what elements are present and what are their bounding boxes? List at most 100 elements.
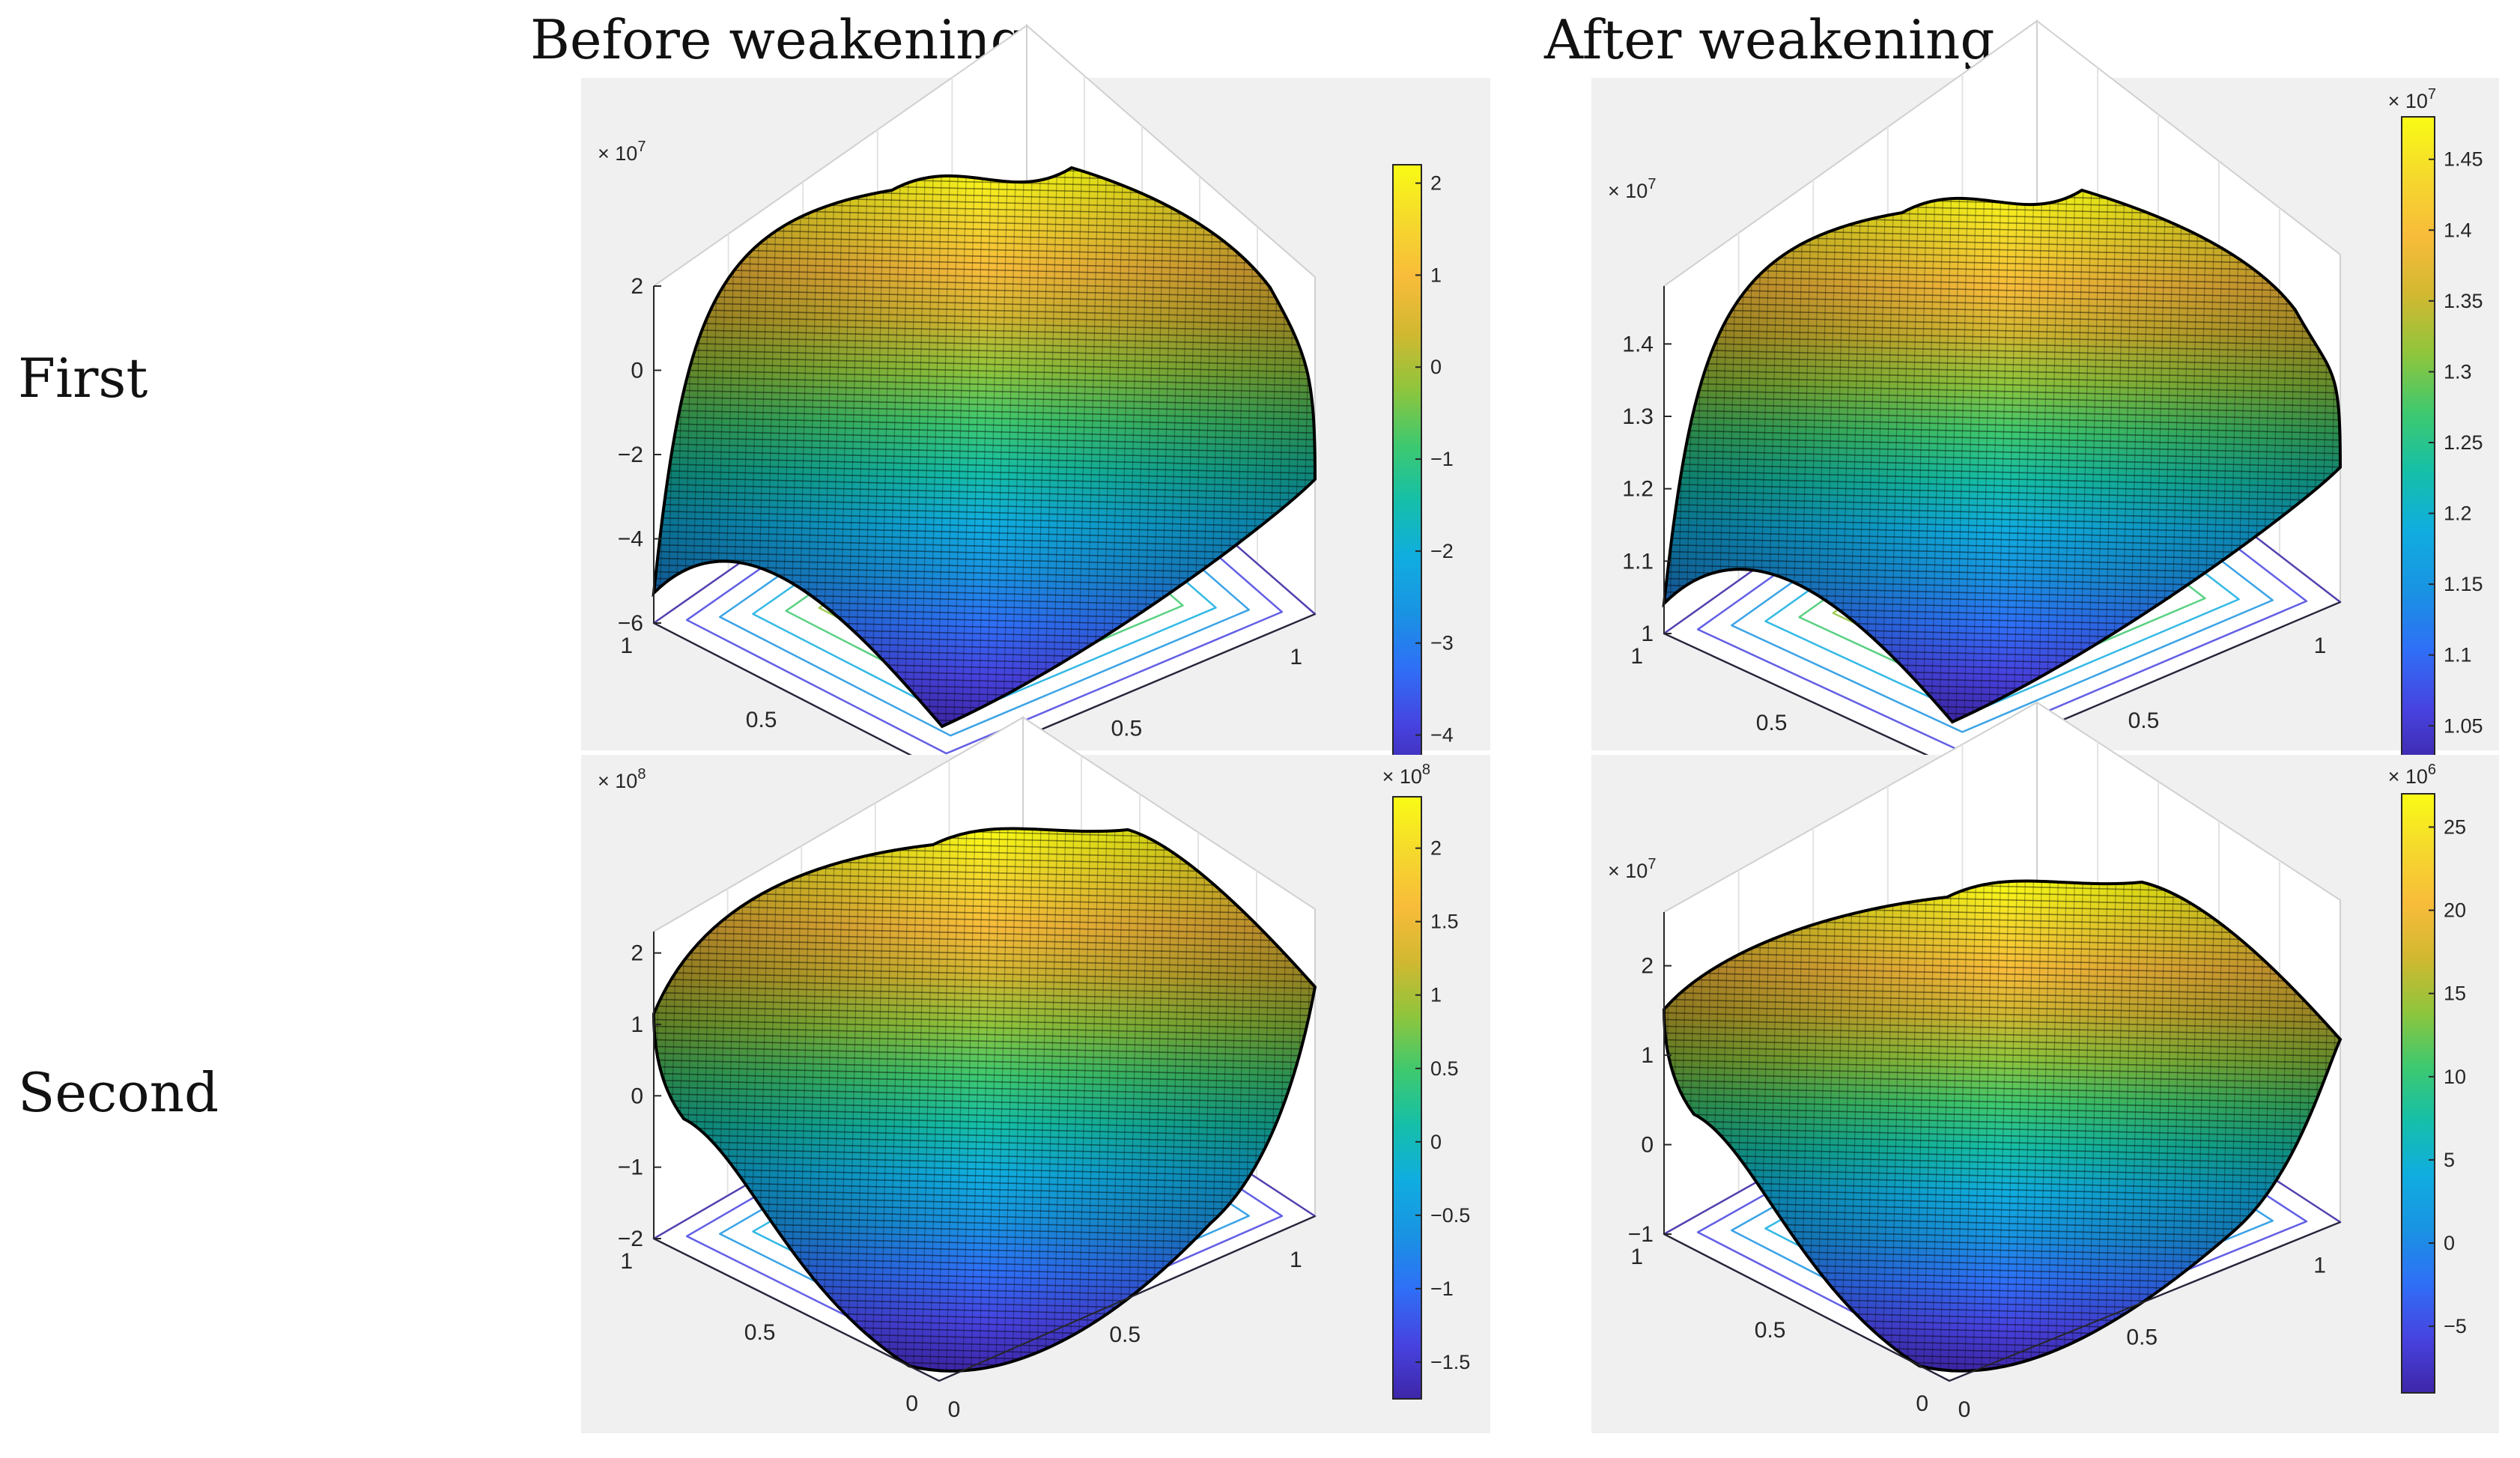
colorbar-tick-label: 1.25	[2444, 431, 2483, 454]
mesh-line	[1955, 190, 1971, 722]
mesh-line	[1971, 881, 1988, 1371]
mesh-line	[654, 1003, 1315, 1027]
mesh-line	[1664, 1044, 2340, 1068]
mesh-line	[1664, 529, 2340, 553]
mesh-line	[654, 936, 1315, 960]
mesh-line	[1897, 190, 1913, 722]
mesh-line	[1664, 441, 2340, 465]
colorbar	[2401, 793, 2435, 1394]
z-tick-label: −2	[618, 1227, 643, 1251]
y-tick-label: 1	[620, 634, 633, 658]
mesh-line	[1930, 190, 1946, 722]
colorbar-tick-label: −0.5	[1430, 1204, 1470, 1227]
mesh-line	[1035, 168, 1051, 726]
mesh-line	[1664, 502, 2340, 526]
mesh-line	[2004, 190, 2020, 722]
mesh-line	[1664, 421, 2340, 445]
colorbar-tick-label: 10	[2444, 1066, 2466, 1088]
colorbar-tick-label: 0	[1430, 1131, 1442, 1153]
mesh-line	[654, 1024, 1315, 1048]
mesh-line	[1060, 168, 1076, 726]
y-tick-label: 0	[1916, 1391, 1928, 1416]
colorbar-tick-label: 0	[1430, 356, 1442, 378]
z-tick-label: −1	[1628, 1222, 1654, 1247]
mesh-line	[969, 828, 986, 1371]
mesh-line	[654, 990, 1315, 1014]
mesh-line	[1664, 1064, 2340, 1088]
mesh-line	[920, 828, 936, 1371]
mesh-line	[928, 828, 944, 1371]
mesh-line	[887, 828, 903, 1371]
mesh-line	[1664, 347, 2340, 371]
mesh-line	[654, 923, 1315, 947]
mesh-line	[1963, 190, 1979, 722]
mesh-line	[1664, 535, 2340, 559]
z-tick-label: −1	[618, 1155, 643, 1180]
mesh-line	[654, 1125, 1315, 1149]
mesh-line	[654, 828, 1315, 845]
mesh-line	[887, 168, 903, 726]
mesh-line	[654, 916, 1315, 940]
mesh-line	[1664, 1051, 2340, 1075]
mesh-line	[1664, 970, 2340, 994]
mesh-line	[1922, 190, 1938, 722]
y-axis	[653, 622, 943, 772]
mesh-line	[654, 1098, 1315, 1122]
mesh-line	[1084, 828, 1101, 1371]
mesh-line	[1043, 828, 1060, 1371]
mesh-line	[2070, 881, 2086, 1371]
mesh-line	[2053, 190, 2070, 722]
mesh-line	[654, 367, 1315, 391]
colorbar-tick-label: 1.35	[2444, 290, 2483, 312]
mesh-line	[1664, 542, 2340, 566]
mesh-line	[654, 293, 1315, 317]
colorbar-tick-label: 15	[2444, 982, 2466, 1005]
mesh-line	[566, 78, 581, 750]
mesh-line	[1880, 190, 1897, 722]
surface-shading	[1664, 190, 2340, 722]
z-tick-label: 0	[1641, 1133, 1654, 1158]
mesh-line	[1664, 1145, 2340, 1169]
z-tick-label: 1	[1641, 1043, 1654, 1068]
x-axis	[1949, 1221, 2341, 1382]
mesh-line	[2086, 190, 2103, 722]
colorbar-tick-label: −3	[1430, 632, 1454, 654]
mesh-line	[654, 1152, 1315, 1176]
mesh-line	[1664, 374, 2340, 398]
mesh-line	[1930, 881, 1946, 1371]
mesh-line	[1946, 881, 1963, 1371]
mesh-line	[2037, 190, 2053, 722]
colorbar-tick-label: 1.5	[1430, 911, 1459, 933]
colorbar-tick-label: 1.4	[2444, 219, 2472, 241]
mesh-line	[944, 828, 961, 1371]
mesh-line	[654, 515, 1315, 539]
mesh-line	[654, 1091, 1315, 1115]
mesh-line	[1664, 475, 2340, 499]
mesh-line	[654, 1132, 1315, 1155]
colorbar-tick-label: 0.5	[1430, 1057, 1459, 1080]
z-tick-label: 1.1	[1622, 549, 1654, 574]
mesh-line	[2078, 881, 2095, 1371]
mesh-line	[1664, 495, 2340, 519]
z-tick-label: 1	[631, 1012, 643, 1037]
mesh-line	[994, 168, 1010, 726]
mesh-line	[1905, 190, 1922, 722]
mesh-line	[1996, 881, 2012, 1371]
x-tick-label: 0.5	[2126, 1325, 2158, 1350]
x-axis	[938, 1215, 1316, 1382]
mesh-line	[1664, 990, 2340, 1014]
mesh-line	[2004, 881, 2020, 1371]
mesh-line	[903, 828, 920, 1371]
y-axis	[1663, 633, 1953, 768]
mesh-line	[654, 502, 1315, 526]
mesh-line	[977, 168, 994, 726]
mesh-line	[654, 279, 1315, 303]
mesh-line	[654, 320, 1315, 344]
mesh-line	[1880, 881, 1897, 1371]
colorbar-tick-label: −5	[2444, 1315, 2467, 1337]
mesh-line	[654, 1105, 1315, 1129]
mesh-line	[654, 556, 1315, 580]
mesh-line	[654, 414, 1315, 438]
